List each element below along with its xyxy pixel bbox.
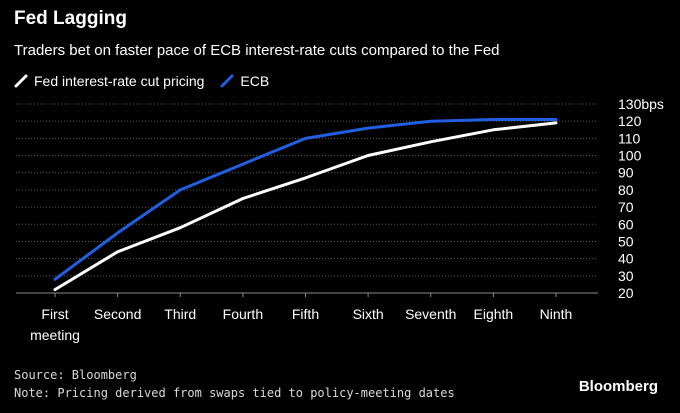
x-tick-label-0: First meeting xyxy=(30,306,80,343)
y-tick-label-120: 120 xyxy=(618,113,642,129)
y-tick-label-60: 60 xyxy=(618,216,634,232)
y-tick-label-20: 20 xyxy=(618,285,634,301)
y-tick-label-130: 130bps xyxy=(618,96,664,112)
x-tick-label-2: Third xyxy=(164,306,196,322)
legend-label-fed: Fed interest-rate cut pricing xyxy=(34,73,205,89)
legend-swatch-fed xyxy=(14,74,28,88)
legend-label-ecb: ECB xyxy=(240,73,270,89)
y-tick-label-90: 90 xyxy=(618,165,634,181)
footnote: Note: Pricing derived from swaps tied to… xyxy=(14,386,455,400)
y-tick-label-110: 110 xyxy=(618,130,641,146)
x-tick-label-5: Sixth xyxy=(353,306,384,322)
series-line-fed xyxy=(53,121,558,292)
chart-title: Fed Lagging xyxy=(14,8,127,29)
y-tick-label-50: 50 xyxy=(618,233,634,249)
x-tick-label-1: Second xyxy=(94,306,141,322)
y-tick-label-40: 40 xyxy=(618,251,634,267)
bloomberg-logo: Bloomberg xyxy=(578,378,658,395)
x-tick-label-3: Fourth xyxy=(223,306,263,322)
legend-item-ecb: ECB xyxy=(220,73,269,89)
source-note: Source: Bloomberg xyxy=(14,368,137,382)
legend-item-fed: Fed interest-rate cut pricing xyxy=(14,73,204,89)
legend: Fed interest-rate cut pricing ECB xyxy=(14,73,285,89)
series-line-ecb xyxy=(53,118,558,281)
x-tick-label-6: Seventh xyxy=(405,306,456,322)
y-tick-label-100: 100 xyxy=(618,148,642,164)
y-tick-label-30: 30 xyxy=(618,268,634,284)
y-tick-label-70: 70 xyxy=(618,199,634,215)
x-tick-label-4: Fifth xyxy=(292,306,319,322)
legend-swatch-ecb xyxy=(220,74,234,88)
y-tick-label-80: 80 xyxy=(618,182,634,198)
chart-subtitle: Traders bet on faster pace of ECB intere… xyxy=(14,42,500,59)
x-tick-label-8: Ninth xyxy=(540,306,573,322)
x-tick-label-7: Eighth xyxy=(474,306,514,322)
